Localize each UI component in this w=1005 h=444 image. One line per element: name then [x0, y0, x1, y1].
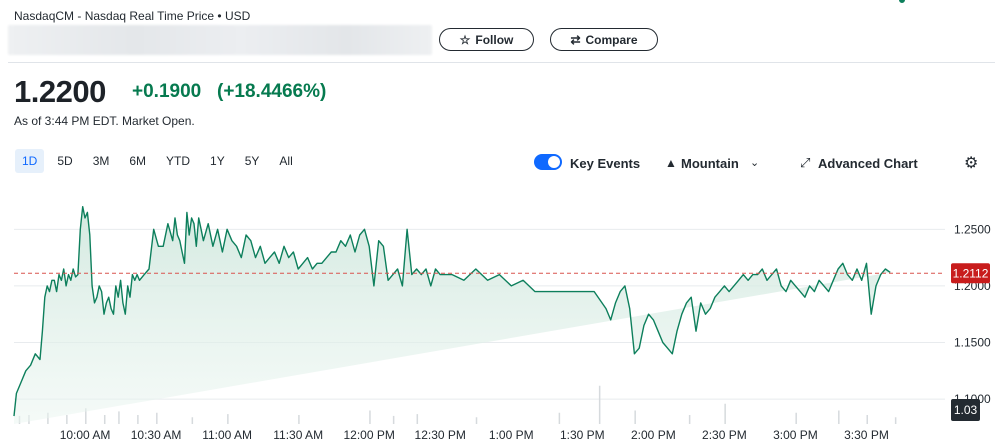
current-price: 1.2200 — [14, 74, 106, 109]
volume-bar — [558, 412, 561, 424]
header-divider — [8, 62, 995, 63]
volume-bar — [103, 415, 106, 424]
key-events-label: Key Events — [570, 156, 641, 171]
mountain-icon: ▲ — [665, 156, 677, 170]
volume-bar — [47, 412, 49, 424]
price-area — [14, 206, 891, 424]
blurred-company-name — [8, 25, 432, 55]
compare-label: Compare — [585, 32, 638, 47]
volume-bar — [894, 417, 897, 424]
volume-bar — [634, 410, 636, 424]
advanced-chart-button[interactable]: Advanced Chart — [818, 156, 918, 171]
range-tab-5d[interactable]: 5D — [57, 154, 73, 168]
volume-bar — [156, 412, 158, 424]
range-tab-ytd[interactable]: YTD — [166, 154, 191, 168]
volume-bar — [392, 415, 395, 424]
compare-icon: ⇄ — [570, 32, 581, 47]
follow-label: Follow — [475, 32, 514, 47]
volume-bar — [137, 415, 139, 424]
volume-bar — [598, 385, 601, 424]
range-tab-6m[interactable]: 6M — [129, 154, 147, 168]
volume-badge — [951, 399, 980, 421]
volume-badge-label: 1.03 — [954, 403, 978, 417]
star-icon: ☆ — [459, 32, 471, 47]
x-tick-label: 1:30 PM — [560, 428, 605, 442]
volume-bar — [369, 410, 371, 424]
current-price-badge-label: 1.2112 — [953, 266, 989, 280]
volume-bar — [118, 411, 120, 424]
volume-bar — [475, 417, 478, 424]
volume-bar — [838, 410, 840, 424]
x-tick-label: 11:00 AM — [202, 428, 252, 442]
current-price-dot — [898, 0, 906, 4]
x-tick-label: 12:30 PM — [415, 428, 466, 442]
x-tick-label: 12:00 PM — [344, 428, 395, 442]
range-tabs: 1D 5D 3M 6M YTD 1Y 5Y All — [15, 149, 306, 173]
gear-icon[interactable]: ⚙ — [964, 155, 979, 172]
price-line — [13, 206, 891, 417]
volume-bar — [688, 415, 691, 424]
chart-type-dropdown[interactable]: Mountain — [681, 156, 739, 171]
range-tab-5y[interactable]: 5Y — [244, 154, 260, 168]
range-tab-all[interactable]: All — [279, 154, 293, 168]
x-tick-label: 3:30 PM — [844, 428, 889, 442]
price-change: +0.1900 — [132, 81, 202, 102]
range-tab-1d[interactable]: 1D — [15, 149, 45, 173]
x-tick-label: 1:00 PM — [489, 428, 534, 442]
x-tick-label: 11:30 AM — [273, 428, 323, 442]
volume-bar — [866, 415, 868, 424]
current-price-badge — [951, 263, 990, 284]
compare-button[interactable]: ⇄ Compare — [550, 28, 658, 51]
x-tick-label: 10:00 AM — [60, 428, 111, 442]
range-tab-3m[interactable]: 3M — [92, 154, 110, 168]
volume-bar — [85, 408, 87, 424]
x-tick-label: 3:00 PM — [773, 428, 818, 442]
expand-icon: ⤢ — [800, 155, 811, 170]
x-tick-label: 10:30 AM — [131, 428, 182, 442]
volume-bar — [66, 415, 68, 424]
x-tick-label: 2:30 PM — [702, 428, 747, 442]
y-tick-label: 1.1500 — [954, 336, 991, 350]
exchange-info: NasdaqCM - Nasdaq Real Time Price • USD — [14, 9, 251, 23]
chevron-down-icon: ⌄ — [750, 157, 760, 169]
x-tick-label: 2:00 PM — [631, 428, 676, 442]
volume-bar — [416, 414, 419, 424]
range-tab-1y[interactable]: 1Y — [210, 154, 225, 168]
volume-bar — [227, 414, 229, 424]
key-events-toggle[interactable] — [534, 154, 562, 170]
follow-button[interactable]: ☆ Follow — [439, 28, 534, 51]
volume-bar — [724, 403, 726, 424]
volume-bar — [191, 417, 194, 424]
volume-bar — [795, 412, 797, 424]
y-tick-label: 1.2500 — [954, 222, 991, 236]
as-of-timestamp: As of 3:44 PM EDT. Market Open. — [14, 114, 195, 128]
price-change-percent: (+18.4466%) — [217, 81, 327, 102]
volume-bar — [298, 415, 300, 424]
